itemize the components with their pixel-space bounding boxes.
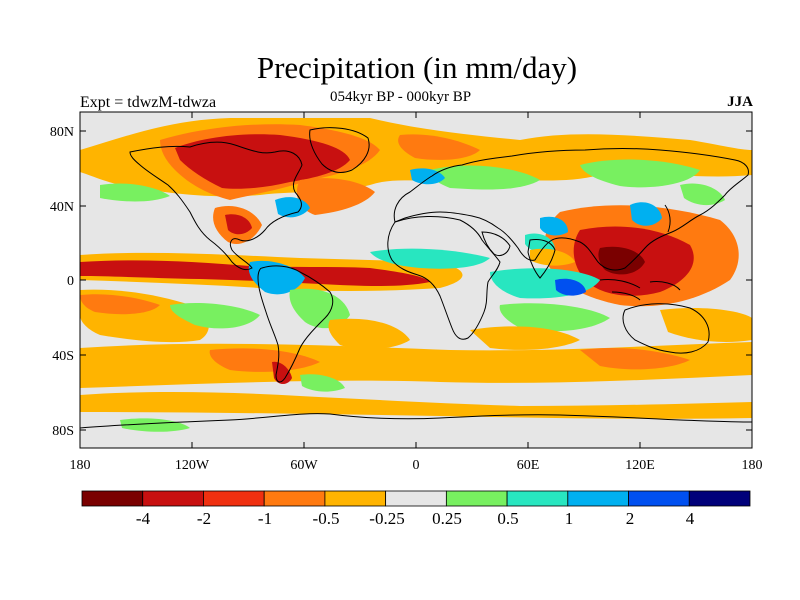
field-region: [398, 134, 480, 160]
colorbar-label: 0.25: [432, 509, 462, 528]
coastline-maritime: [599, 279, 681, 301]
lon-tick-label: 120W: [175, 458, 210, 473]
colorbar-swatch: [385, 490, 447, 507]
colorbar-swatch: [324, 490, 387, 507]
field-region: [300, 374, 345, 392]
colorbar-label: -2: [197, 509, 211, 528]
field-region: [289, 288, 350, 329]
lon-tick-label: 180: [70, 458, 91, 473]
coastlines: [80, 127, 752, 429]
coastline-india: [527, 239, 556, 279]
coastline-arabia: [481, 231, 511, 257]
coastline-south-america: [257, 265, 334, 383]
coastline-japan: [664, 204, 671, 233]
coastline-greenland: [309, 127, 370, 173]
field-region: [120, 418, 190, 432]
field-region: [328, 318, 410, 350]
lat-tick-label: 0: [67, 274, 74, 289]
colorbar-swatch: [445, 490, 508, 507]
colorbar-swatch: [567, 490, 629, 507]
field-region: [370, 248, 490, 269]
lat-tick-label: 80S: [52, 424, 74, 439]
field-region: [170, 303, 260, 329]
colorbar-label: 2: [626, 509, 635, 528]
field-region: [100, 183, 170, 202]
field-region: [225, 214, 252, 235]
field-region: [296, 178, 375, 215]
lat-labels: 80N 40N 0 40S 80S: [50, 125, 74, 439]
field-region: [540, 216, 568, 236]
field-region: [175, 134, 350, 189]
lon-tick-label: 180: [742, 458, 763, 473]
coastline-north-america: [129, 141, 303, 271]
colorbar-label: 4: [686, 509, 695, 528]
experiment-label: Expt = tdwzM-tdwza: [80, 94, 217, 111]
season-label: JJA: [727, 94, 753, 110]
field-region: [470, 326, 580, 350]
plot-title: Precipitation (in mm/day): [256, 50, 578, 85]
colorbar-label: 0.5: [497, 509, 518, 528]
coastline-australia: [622, 303, 710, 354]
field-region: [410, 168, 445, 185]
field-region: [680, 183, 725, 206]
axis-ticks: [80, 112, 752, 448]
lat-tick-label: 40S: [52, 349, 74, 364]
colorbar-labels: -4 -2 -1 -0.5 -0.25 0.25 0.5 1 2 4: [136, 509, 695, 528]
colorbar-label: -1: [258, 509, 272, 528]
field-region: [580, 348, 690, 370]
period-subtitle: 054kyr BP - 000kyr BP: [330, 89, 472, 105]
lat-tick-label: 80N: [50, 125, 74, 140]
colorbar-label: -0.25: [369, 509, 404, 528]
colorbar-swatch: [506, 490, 569, 507]
colorbar-swatch: [142, 490, 204, 507]
lon-labels: 180 120W 60W 0 60E 120E 180: [70, 458, 763, 473]
lon-tick-label: 0: [413, 458, 420, 473]
colorbar-swatch: [688, 490, 751, 507]
field-region: [80, 392, 752, 419]
field-region: [630, 202, 662, 226]
field-region: [580, 159, 700, 188]
field-region: [525, 233, 555, 253]
field-region: [248, 260, 305, 295]
coastline-africa: [387, 215, 501, 340]
colorbar-swatch: [628, 490, 690, 507]
field-region: [555, 278, 586, 296]
field-region: [499, 303, 610, 332]
colorbar-swatch: [81, 490, 144, 507]
lon-tick-label: 60E: [517, 458, 540, 473]
precipitation-field: [80, 112, 752, 448]
lat-tick-label: 40N: [50, 200, 74, 215]
colorbar-label: -4: [136, 509, 151, 528]
lon-tick-label: 120E: [625, 458, 655, 473]
colorbar-label: 1: [565, 509, 574, 528]
field-region: [598, 246, 645, 275]
field-region: [209, 348, 320, 372]
colorbar-label: -0.5: [313, 509, 340, 528]
field-region: [80, 294, 160, 315]
coastline-antarctica: [80, 413, 752, 429]
colorbar-swatch: [203, 490, 265, 507]
coastline-eurasia: [393, 148, 749, 271]
field-region: [429, 165, 540, 190]
colorbar-swatch: [263, 490, 326, 507]
field-region: [660, 307, 752, 343]
colorbar: [81, 490, 751, 507]
lon-tick-label: 60W: [290, 458, 318, 473]
